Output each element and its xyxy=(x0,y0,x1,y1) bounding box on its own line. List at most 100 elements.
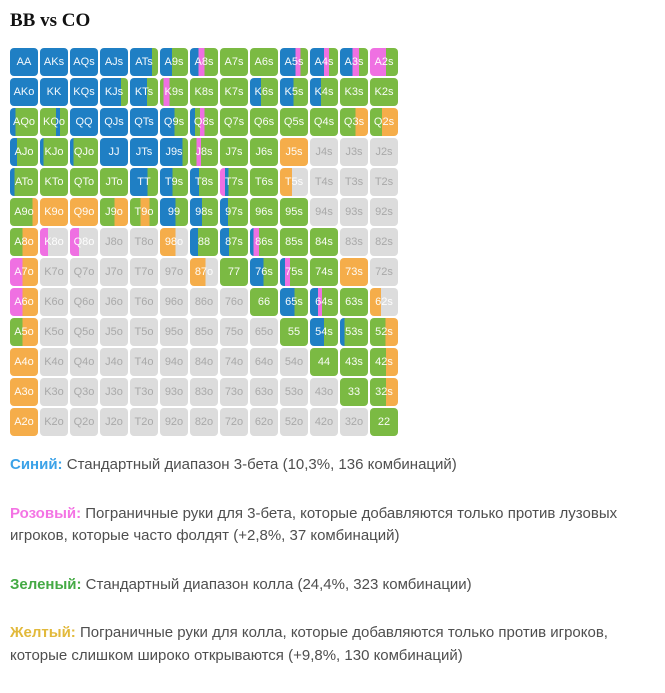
hand-cell-98o: 98o xyxy=(160,228,188,256)
hand-cell-A4o: A4o xyxy=(10,348,38,376)
hand-cell-82o: 82o xyxy=(190,408,218,436)
hand-cell-J4o: J4o xyxy=(100,348,128,376)
legend-label-pink: Розовый: xyxy=(10,504,82,522)
hand-cell-Q5s: Q5s xyxy=(280,108,308,136)
hand-cell-QQ: QQ xyxy=(70,108,98,136)
hand-cell-K3o: K3o xyxy=(40,378,68,406)
hand-cell-KTo: KTo xyxy=(40,168,68,196)
hand-cell-T8o: T8o xyxy=(130,228,158,256)
hand-cell-K2o: K2o xyxy=(40,408,68,436)
hand-cell-Q7s: Q7s xyxy=(220,108,248,136)
hand-cell-K9o: K9o xyxy=(40,198,68,226)
hand-cell-KQo: KQo xyxy=(40,108,68,136)
hand-cell-J8s: J8s xyxy=(190,138,218,166)
hand-cell-72o: 72o xyxy=(220,408,248,436)
hand-cell-77: 77 xyxy=(220,258,248,286)
hand-cell-84o: 84o xyxy=(190,348,218,376)
hand-cell-53o: 53o xyxy=(280,378,308,406)
hand-cell-T4s: T4s xyxy=(310,168,338,196)
range-grid: AA AKs AQs AJs ATs A9s A8s A7s A6s A5s A4s A3s A2s AK… xyxy=(10,48,655,436)
hand-cell-85s: 85s xyxy=(280,228,308,256)
legend-item-yellow: Желтый: Пограничные руки для колла, кото… xyxy=(10,622,655,667)
hand-cell-A7s: A7s xyxy=(220,48,248,76)
hand-cell-J9o: J9o xyxy=(100,198,128,226)
hand-cell-K4o: K4o xyxy=(40,348,68,376)
hand-cell-Q6o: Q6o xyxy=(70,288,98,316)
hand-cell-T3s: T3s xyxy=(340,168,368,196)
hand-cell-63s: 63s xyxy=(340,288,368,316)
hand-cell-62o: 62o xyxy=(250,408,278,436)
hand-cell-55: 55 xyxy=(280,318,308,346)
hand-cell-JTo: JTo xyxy=(100,168,128,196)
hand-cell-AJs: AJs xyxy=(100,48,128,76)
hand-cell-Q3o: Q3o xyxy=(70,378,98,406)
hand-cell-T7s: T7s xyxy=(220,168,248,196)
hand-cell-Q6s: Q6s xyxy=(250,108,278,136)
hand-cell-A9o: A9o xyxy=(10,198,38,226)
hand-cell-Q7o: Q7o xyxy=(70,258,98,286)
hand-cell-62s: 62s xyxy=(370,288,398,316)
hand-cell-83s: 83s xyxy=(340,228,368,256)
hand-cell-Q5o: Q5o xyxy=(70,318,98,346)
hand-cell-64o: 64o xyxy=(250,348,278,376)
hand-cell-KQs: KQs xyxy=(70,78,98,106)
hand-cell-AA: AA xyxy=(10,48,38,76)
hand-cell-96o: 96o xyxy=(160,288,188,316)
hand-cell-J9s: J9s xyxy=(160,138,188,166)
hand-cell-T5s: T5s xyxy=(280,168,308,196)
hand-cell-T6s: T6s xyxy=(250,168,278,196)
hand-cell-33: 33 xyxy=(340,378,368,406)
hand-cell-54o: 54o xyxy=(280,348,308,376)
hand-cell-K2s: K2s xyxy=(370,78,398,106)
hand-cell-63o: 63o xyxy=(250,378,278,406)
hand-cell-95o: 95o xyxy=(160,318,188,346)
legend-label-blue: Синий: xyxy=(10,456,63,473)
hand-cell-84s: 84s xyxy=(310,228,338,256)
hand-cell-J4s: J4s xyxy=(310,138,338,166)
hand-cell-83o: 83o xyxy=(190,378,218,406)
hand-cell-Q8s: Q8s xyxy=(190,108,218,136)
hand-cell-K5o: K5o xyxy=(40,318,68,346)
hand-cell-A3s: A3s xyxy=(340,48,368,76)
hand-cell-K9s: K9s xyxy=(160,78,188,106)
hand-cell-KTs: KTs xyxy=(130,78,158,106)
hand-cell-92s: 92s xyxy=(370,198,398,226)
hand-cell-KJs: KJs xyxy=(100,78,128,106)
hand-cell-T6o: T6o xyxy=(130,288,158,316)
hand-cell-J6s: J6s xyxy=(250,138,278,166)
hand-cell-A2o: A2o xyxy=(10,408,38,436)
hand-cell-98s: 98s xyxy=(190,198,218,226)
hand-cell-76s: 76s xyxy=(250,258,278,286)
hand-cell-K7o: K7o xyxy=(40,258,68,286)
hand-cell-J7s: J7s xyxy=(220,138,248,166)
hand-cell-AKo: AKo xyxy=(10,78,38,106)
hand-cell-75o: 75o xyxy=(220,318,248,346)
hand-cell-94o: 94o xyxy=(160,348,188,376)
hand-cell-86s: 86s xyxy=(250,228,278,256)
hand-cell-76o: 76o xyxy=(220,288,248,316)
hand-cell-Q3s: Q3s xyxy=(340,108,368,136)
hand-cell-A7o: A7o xyxy=(10,258,38,286)
hand-cell-82s: 82s xyxy=(370,228,398,256)
hand-cell-K5s: K5s xyxy=(280,78,308,106)
hand-cell-53s: 53s xyxy=(340,318,368,346)
hand-cell-K4s: K4s xyxy=(310,78,338,106)
hand-cell-KJo: KJo xyxy=(40,138,68,166)
hand-cell-J7o: J7o xyxy=(100,258,128,286)
hand-cell-A6o: A6o xyxy=(10,288,38,316)
legend-text-blue: Стандартный диапазон 3-бета (10,3%, 136 … xyxy=(62,456,457,473)
hand-cell-85o: 85o xyxy=(190,318,218,346)
hand-cell-Q8o: Q8o xyxy=(70,228,98,256)
hand-cell-66: 66 xyxy=(250,288,278,316)
hand-cell-K8s: K8s xyxy=(190,78,218,106)
hand-cell-95s: 95s xyxy=(280,198,308,226)
legend: Синий: Стандартный диапазон 3-бета (10,3… xyxy=(10,454,655,667)
hand-cell-A8s: A8s xyxy=(190,48,218,76)
hand-cell-QJs: QJs xyxy=(100,108,128,136)
hand-cell-ATs: ATs xyxy=(130,48,158,76)
hand-cell-52s: 52s xyxy=(370,318,398,346)
hand-cell-K8o: K8o xyxy=(40,228,68,256)
hand-cell-AJo: AJo xyxy=(10,138,38,166)
hand-cell-Q4o: Q4o xyxy=(70,348,98,376)
hand-cell-74o: 74o xyxy=(220,348,248,376)
